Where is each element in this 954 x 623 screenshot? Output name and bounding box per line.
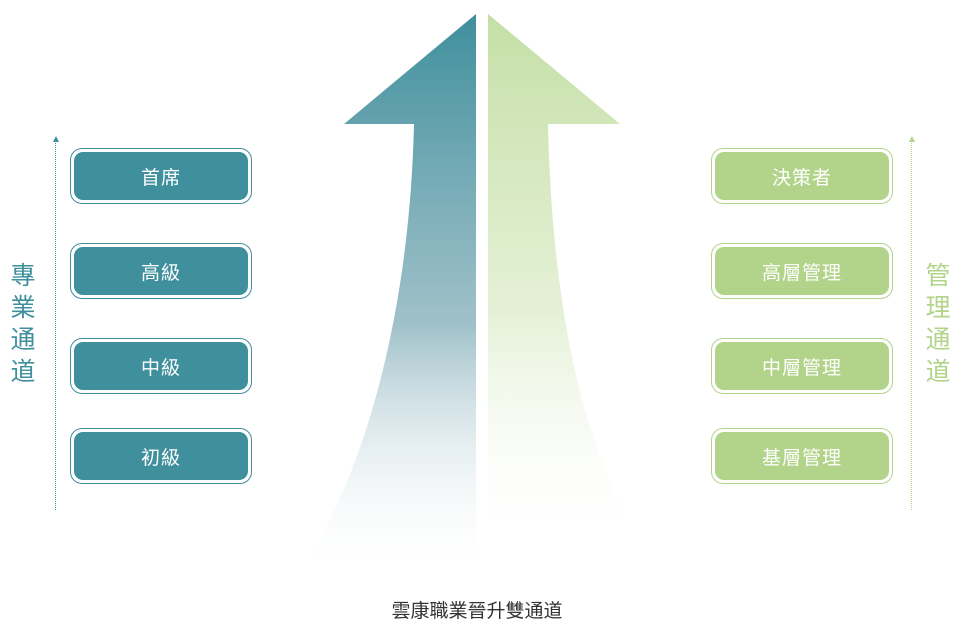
- level-intermediate: 中級: [70, 338, 252, 394]
- level-junior: 初級: [70, 428, 252, 484]
- professional-track-label: 專 業 通 道: [10, 261, 36, 386]
- level-chief: 首席: [70, 148, 252, 204]
- level-senior-management: 高層管理: [711, 243, 893, 299]
- diagram-caption: 雲康職業晉升雙通道: [391, 600, 563, 622]
- professional-track-line: [55, 141, 56, 510]
- management-track-arrowhead: [909, 136, 915, 142]
- level-middle-management: 中層管理: [711, 338, 893, 394]
- professional-arrow: [296, 14, 476, 578]
- professional-track-arrowhead: [53, 136, 59, 142]
- management-track-line: [911, 141, 912, 510]
- management-arrow: [488, 14, 648, 556]
- management-track-label: 管 理 通 道: [925, 261, 951, 386]
- level-base-management: 基層管理: [711, 428, 893, 484]
- level-decision-maker: 決策者: [711, 148, 893, 204]
- level-senior: 高級: [70, 243, 252, 299]
